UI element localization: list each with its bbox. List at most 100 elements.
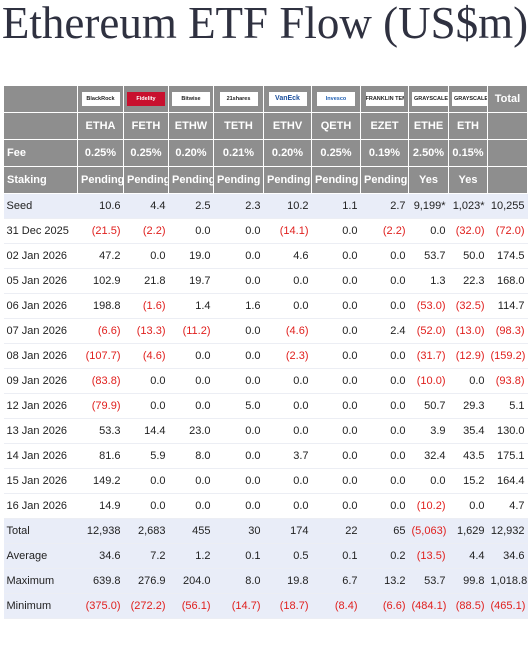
cell: 35.4 xyxy=(448,418,488,444)
table-body: BlackRock Fidelity Bitwise 21shares VanEck In… xyxy=(3,85,528,619)
cell: 4.4 xyxy=(123,193,169,219)
cell: 14.9 xyxy=(77,493,124,519)
empty-cell xyxy=(487,139,528,167)
cell: 0.0 xyxy=(168,468,214,494)
cell: 0.0 xyxy=(168,493,214,519)
row-label: 08 Jan 2026 xyxy=(3,343,78,369)
cell: (107.7) xyxy=(77,343,124,369)
fee-row: Fee 0.25% 0.25% 0.20% 0.21% 0.20% 0.25% 0.19% 2.… xyxy=(3,139,528,167)
cell: 198.8 xyxy=(77,293,124,319)
cell: 1.4 xyxy=(168,293,214,319)
cell: (12.9) xyxy=(448,343,488,369)
row-label: 31 Dec 2025 xyxy=(3,218,78,244)
cell: 0.0 xyxy=(123,468,169,494)
brand-logo: GRAYSCALE xyxy=(452,92,487,106)
ticker: ETHW xyxy=(168,112,214,140)
cell: 12,938 xyxy=(77,518,124,544)
empty-cell xyxy=(487,166,528,194)
ticker: ETHE xyxy=(408,112,449,140)
cell: 0.0 xyxy=(311,318,361,344)
data-row: Minimum (375.0) (272.2) (56.1) (14.7) (18.7)(… xyxy=(3,593,528,619)
cell: (13.0) xyxy=(448,318,488,344)
brand-cell: GRAYSCALE xyxy=(408,85,449,113)
cell: 0.0 xyxy=(360,268,409,294)
cell: 0.0 xyxy=(448,493,488,519)
cell: 0.0 xyxy=(360,293,409,319)
cell: 29.3 xyxy=(448,393,488,419)
cell: (1.6) xyxy=(123,293,169,319)
cell: 30 xyxy=(213,518,264,544)
cell: 0.0 xyxy=(263,268,312,294)
cell: 0.1 xyxy=(213,543,264,569)
row-label: 13 Jan 2026 xyxy=(3,418,78,444)
cell: 0.0 xyxy=(213,218,264,244)
cell: 0.0 xyxy=(263,468,312,494)
cell: (4.6) xyxy=(263,318,312,344)
cell: 0.25% xyxy=(311,139,361,167)
cell: Yes xyxy=(408,166,449,194)
cell: 0.0 xyxy=(311,268,361,294)
cell: 168.0 xyxy=(487,268,528,294)
cell: (10.2) xyxy=(408,493,449,519)
ticker: ETHA xyxy=(77,112,124,140)
ticker: ETHV xyxy=(263,112,312,140)
cell: (11.2) xyxy=(168,318,214,344)
cell: 0.25% xyxy=(123,139,169,167)
cell: 21.8 xyxy=(123,268,169,294)
cell: 5.1 xyxy=(487,393,528,419)
brand-cell: GRAYSCALE xyxy=(448,85,488,113)
cell: 43.5 xyxy=(448,443,488,469)
brand-logo: GRAYSCALE xyxy=(412,92,448,106)
brand-logo: 21shares xyxy=(219,92,258,106)
cell: 2.7 xyxy=(360,193,409,219)
row-label: 16 Jan 2026 xyxy=(3,493,78,519)
cell: 14.4 xyxy=(123,418,169,444)
cell: 2.4 xyxy=(360,318,409,344)
cell: 0.0 xyxy=(213,468,264,494)
row-label: 05 Jan 2026 xyxy=(3,268,78,294)
data-row: Average 34.6 7.2 1.2 0.1 0.5 0.1 0.2 (13.5) 4.4 34… xyxy=(3,543,528,569)
data-row: 02 Jan 2026 47.2 0.0 19.0 0.0 4.6 0.0 0.0 53.7 50… xyxy=(3,243,528,269)
row-label: Maximum xyxy=(3,568,78,594)
data-row: 31 Dec 2025 (21.5) (2.2) 0.0 0.0 (14.1) 0.0 (2.… xyxy=(3,218,528,244)
cell: 204.0 xyxy=(168,568,214,594)
cell: Pending xyxy=(311,166,361,194)
ticker: FETH xyxy=(123,112,169,140)
cell: 32.4 xyxy=(408,443,449,469)
cell: (53.0) xyxy=(408,293,449,319)
data-row: 06 Jan 2026 198.8 (1.6) 1.4 1.6 0.0 0.0 0.0 (53.… xyxy=(3,293,528,319)
cell: 22.3 xyxy=(448,268,488,294)
cell: (14.1) xyxy=(263,218,312,244)
data-row: 12 Jan 2026 (79.9) 0.0 0.0 5.0 0.0 0.0 0.0 50.7 2… xyxy=(3,393,528,419)
row-label: Fee xyxy=(3,139,78,167)
cell: 50.0 xyxy=(448,243,488,269)
row-label: Average xyxy=(3,543,78,569)
cell: 10.6 xyxy=(77,193,124,219)
cell: 639.8 xyxy=(77,568,124,594)
cell: 0.0 xyxy=(311,368,361,394)
cell: 4.6 xyxy=(263,243,312,269)
cell: 0.2 xyxy=(360,543,409,569)
cell: 0.0 xyxy=(448,368,488,394)
cell: 0.0 xyxy=(168,343,214,369)
brand-logo: VanEck xyxy=(268,92,307,106)
cell: 0.0 xyxy=(213,243,264,269)
cell: 23.0 xyxy=(168,418,214,444)
cell: (52.0) xyxy=(408,318,449,344)
cell: 0.15% xyxy=(448,139,488,167)
cell: 0.0 xyxy=(311,443,361,469)
row-label: 09 Jan 2026 xyxy=(3,368,78,394)
cell: Pending xyxy=(263,166,312,194)
cell: 0.0 xyxy=(311,493,361,519)
cell: 50.7 xyxy=(408,393,449,419)
brand-logo: Invesco xyxy=(317,92,355,106)
cell: (6.6) xyxy=(360,593,409,619)
cell: 1,629 xyxy=(448,518,488,544)
cell: (79.9) xyxy=(77,393,124,419)
row-label: Minimum xyxy=(3,593,78,619)
cell: (31.7) xyxy=(408,343,449,369)
cell: 174.5 xyxy=(487,243,528,269)
cell: 10,255 xyxy=(487,193,528,219)
cell: 0.0 xyxy=(311,218,361,244)
ticker: EZET xyxy=(360,112,409,140)
